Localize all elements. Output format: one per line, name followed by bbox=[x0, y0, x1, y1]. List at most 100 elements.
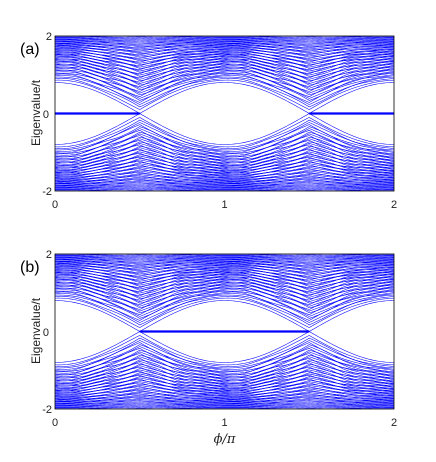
band-line-b-neg-18 bbox=[55, 365, 394, 384]
band-line-b-pos-4 bbox=[55, 293, 394, 321]
band-line-a-neg-45 bbox=[55, 181, 394, 187]
band-line-b-pos-18 bbox=[55, 279, 394, 298]
band-line-b-pos-34 bbox=[55, 266, 394, 277]
y-tick-top-b: 2 bbox=[46, 249, 52, 261]
band-line-b-neg-1 bbox=[55, 335, 394, 366]
y-axis-label-b: Eigenvalue/t bbox=[29, 297, 43, 364]
band-line-a-neg-21 bbox=[55, 151, 394, 169]
x-tick-1-b: 1 bbox=[221, 417, 227, 429]
band-line-b-neg-43 bbox=[55, 396, 394, 403]
band-line-a-pos-12 bbox=[55, 66, 394, 89]
band-line-b-neg-41 bbox=[55, 394, 394, 402]
band-line-b-neg-35 bbox=[55, 387, 394, 398]
band-line-b-neg-51 bbox=[55, 405, 394, 409]
band-line-a-pos-27 bbox=[55, 53, 394, 68]
band-line-a-pos-32 bbox=[55, 49, 394, 62]
panel-a: (a) 2 0 -2 0 1 2 Eigenvalue/t bbox=[20, 31, 397, 211]
band-line-a-neg-9 bbox=[55, 133, 394, 158]
band-line-b-pos-44 bbox=[55, 259, 394, 265]
band-line-a-neg-4 bbox=[55, 124, 394, 152]
band-line-b-neg-32 bbox=[55, 383, 394, 396]
band-line-b-pos-9 bbox=[55, 287, 394, 312]
band-line-a-pos-2 bbox=[55, 78, 394, 108]
band-line-a-pos-50 bbox=[55, 37, 394, 41]
band-line-a-pos-18 bbox=[55, 61, 394, 80]
band-line-b-neg-12 bbox=[55, 356, 394, 379]
band-line-a-pos-39 bbox=[55, 45, 394, 53]
band-line-b-neg-6 bbox=[55, 346, 394, 373]
x-tick-0-a: 0 bbox=[52, 199, 58, 211]
band-lines-b bbox=[55, 254, 394, 409]
band-line-b-pos-5 bbox=[55, 291, 394, 319]
x-axis-label-b: ϕ/π bbox=[214, 432, 236, 447]
band-line-a-neg-18 bbox=[55, 147, 394, 166]
band-line-b-neg-4 bbox=[55, 342, 394, 370]
y-axis-label-a: Eigenvalue/t bbox=[29, 79, 43, 146]
band-line-a-neg-30 bbox=[55, 163, 394, 176]
band-line-b-pos-50 bbox=[55, 255, 394, 259]
band-line-b-pos-46 bbox=[55, 258, 394, 263]
band-line-a-pos-47 bbox=[55, 39, 394, 44]
y-tick-bottom-b: -2 bbox=[42, 404, 52, 416]
band-line-a-neg-48 bbox=[55, 184, 394, 189]
band-line-b-neg-5 bbox=[55, 344, 394, 372]
band-line-b-neg-46 bbox=[55, 400, 394, 405]
band-line-a-neg-46 bbox=[55, 182, 394, 187]
band-line-a-pos-5 bbox=[55, 73, 394, 101]
band-line-b-pos-1 bbox=[55, 297, 394, 328]
x-tick-1-a: 1 bbox=[221, 199, 227, 211]
band-line-b-pos-0 bbox=[55, 300, 394, 332]
plot-frame-b bbox=[54, 253, 395, 410]
band-line-a-pos-15 bbox=[55, 63, 394, 84]
band-lines-a bbox=[55, 36, 394, 191]
band-line-b-neg-9 bbox=[55, 351, 394, 376]
band-line-b-neg-34 bbox=[55, 386, 394, 397]
band-line-a-neg-37 bbox=[55, 171, 394, 181]
band-line-b-pos-21 bbox=[55, 276, 394, 294]
band-line-a-pos-52 bbox=[55, 36, 394, 38]
band-line-a-pos-40 bbox=[55, 44, 394, 52]
band-line-b-neg-0 bbox=[55, 331, 394, 363]
band-line-b-pos-45 bbox=[55, 258, 394, 264]
band-line-a-neg-51 bbox=[55, 187, 394, 191]
band-line-a-neg-41 bbox=[55, 176, 394, 184]
band-line-b-pos-52 bbox=[55, 254, 394, 256]
band-line-b-pos-48 bbox=[55, 256, 394, 261]
band-line-b-neg-15 bbox=[55, 361, 394, 382]
band-line-a-pos-42 bbox=[55, 42, 394, 50]
band-line-b-pos-35 bbox=[55, 265, 394, 276]
band-line-a-pos-44 bbox=[55, 41, 394, 47]
band-line-a-neg-43 bbox=[55, 178, 394, 185]
band-line-a-neg-35 bbox=[55, 169, 394, 180]
band-line-a-pos-37 bbox=[55, 46, 394, 56]
band-line-b-pos-49 bbox=[55, 256, 394, 260]
y-tick-zero-a: 0 bbox=[43, 109, 49, 121]
band-line-a-neg-27 bbox=[55, 159, 394, 174]
y-tick-top-a: 2 bbox=[46, 31, 52, 43]
band-line-a-neg-2 bbox=[55, 119, 394, 149]
band-line-a-pos-46 bbox=[55, 40, 394, 45]
band-line-a-neg-34 bbox=[55, 168, 394, 179]
band-line-a-neg-44 bbox=[55, 180, 394, 186]
band-line-b-pos-6 bbox=[55, 290, 394, 317]
band-line-b-neg-50 bbox=[55, 404, 394, 408]
band-line-a-neg-1 bbox=[55, 117, 394, 148]
band-line-b-pos-43 bbox=[55, 260, 394, 267]
band-line-a-neg-5 bbox=[55, 126, 394, 154]
band-line-a-pos-51 bbox=[55, 36, 394, 40]
band-line-b-pos-37 bbox=[55, 264, 394, 274]
band-line-a-neg-39 bbox=[55, 174, 394, 182]
band-line-b-pos-27 bbox=[55, 271, 394, 286]
band-line-a-neg-40 bbox=[55, 175, 394, 183]
y-tick-zero-b: 0 bbox=[43, 327, 49, 339]
x-tick-2-a: 2 bbox=[391, 199, 397, 211]
band-line-b-pos-24 bbox=[55, 274, 394, 290]
band-line-b-pos-30 bbox=[55, 269, 394, 282]
band-line-a-neg-24 bbox=[55, 155, 394, 171]
band-line-b-pos-15 bbox=[55, 281, 394, 302]
band-line-b-pos-39 bbox=[55, 263, 394, 271]
panel-label-b: (b) bbox=[20, 259, 40, 276]
panel-label-a: (a) bbox=[20, 41, 40, 58]
band-line-b-neg-30 bbox=[55, 381, 394, 394]
